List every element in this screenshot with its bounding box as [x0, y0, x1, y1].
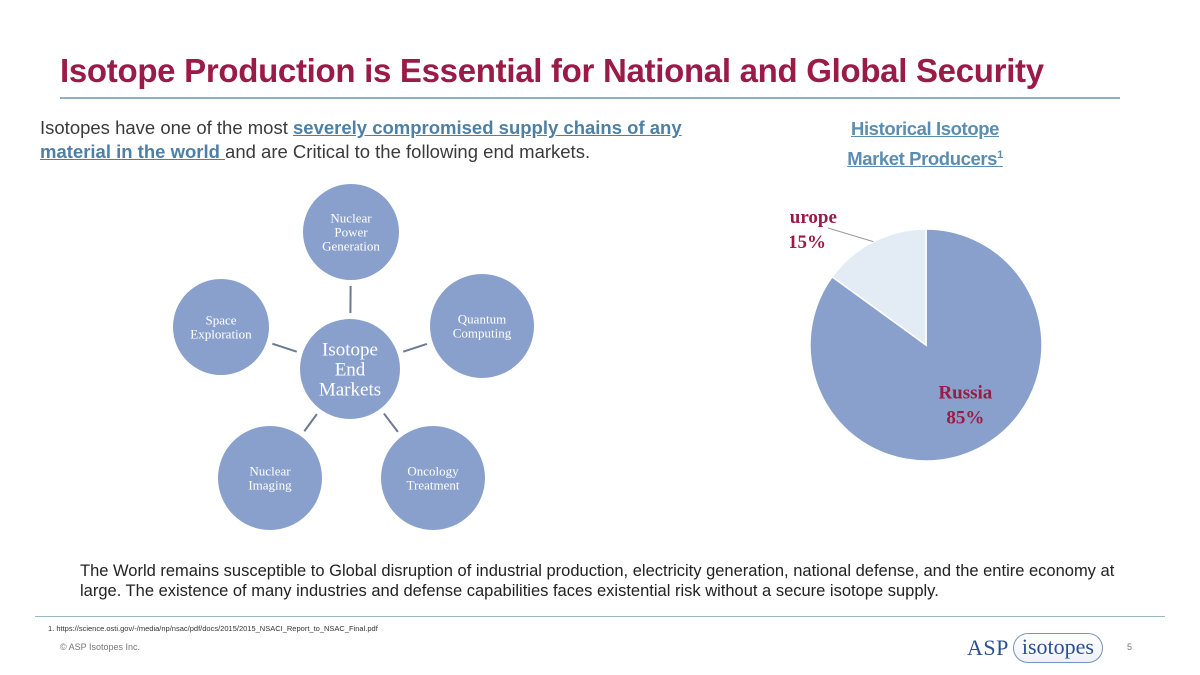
footer-divider [35, 616, 1165, 617]
intro-text-pre: Isotopes have one of the most [40, 117, 293, 138]
historical-title-line1: Historical Isotope [850, 118, 1000, 139]
logo-isotopes-text: isotopes [1012, 633, 1103, 663]
node-nuclear-imaging-label: Nuclear Imaging [248, 464, 292, 493]
asp-isotopes-logo: ASP isotopes [967, 630, 1103, 666]
intro-text-post: and are Critical to the following end ma… [225, 141, 591, 162]
intro-text: Isotopes have one of the most severely c… [40, 116, 700, 164]
risk-statement: The World remains susceptible to Global … [80, 562, 1115, 600]
center-label: Isotope End Markets [319, 340, 381, 401]
pie-label-russia: Russia [938, 383, 992, 404]
node-space-exploration-circle [173, 279, 269, 375]
footnote-source: 1. https://science.osti.gov/-/media/np/n… [48, 624, 378, 633]
node-oncology-treatment-circle [381, 426, 485, 530]
footnote-marker: 1 [997, 149, 1003, 161]
pie-label-europe: Europe [790, 207, 837, 228]
page-number: 5 [1127, 642, 1133, 652]
historical-producers-title: Historical Isotope Market Producers1 [800, 116, 1050, 172]
connector-line [383, 412, 399, 433]
center-circle [300, 319, 400, 419]
node-quantum-computing-circle [430, 274, 534, 378]
copyright-notice: © ASP Isotopes Inc. [60, 642, 141, 652]
supply-chain-highlight: severely compromised supply chains of an… [40, 117, 682, 162]
connector-line [303, 413, 318, 432]
node-space-exploration-label: Space Exploration [190, 313, 252, 342]
historical-title-line2: Market Producers [847, 148, 998, 170]
pie-value-europe: 15% [790, 232, 826, 253]
slide-title: Isotope Production is Essential for Nati… [60, 52, 1044, 89]
node-nuclear-power-generation-label: Nuclear Power Generation [322, 211, 380, 254]
node-quantum-computing-label: Quantum Computing [453, 312, 512, 341]
title-divider [60, 97, 1120, 99]
node-oncology-treatment-label: Oncology Treatment [407, 464, 460, 493]
node-nuclear-imaging-circle [218, 426, 322, 530]
node-nuclear-power-generation-circle [303, 184, 399, 280]
connector-line [272, 342, 298, 353]
pie-leader-europe [827, 227, 874, 243]
pie-value-russia: 85% [946, 408, 984, 429]
pie-slice-europe [831, 228, 927, 347]
logo-asp-text: ASP [967, 635, 1009, 660]
end-markets-diagram: Nuclear Power Generation Quantum Computing On… [173, 184, 534, 530]
connector-line [402, 343, 428, 353]
producers-pie-chart: Russia 85% Europe 15% [790, 207, 1043, 462]
